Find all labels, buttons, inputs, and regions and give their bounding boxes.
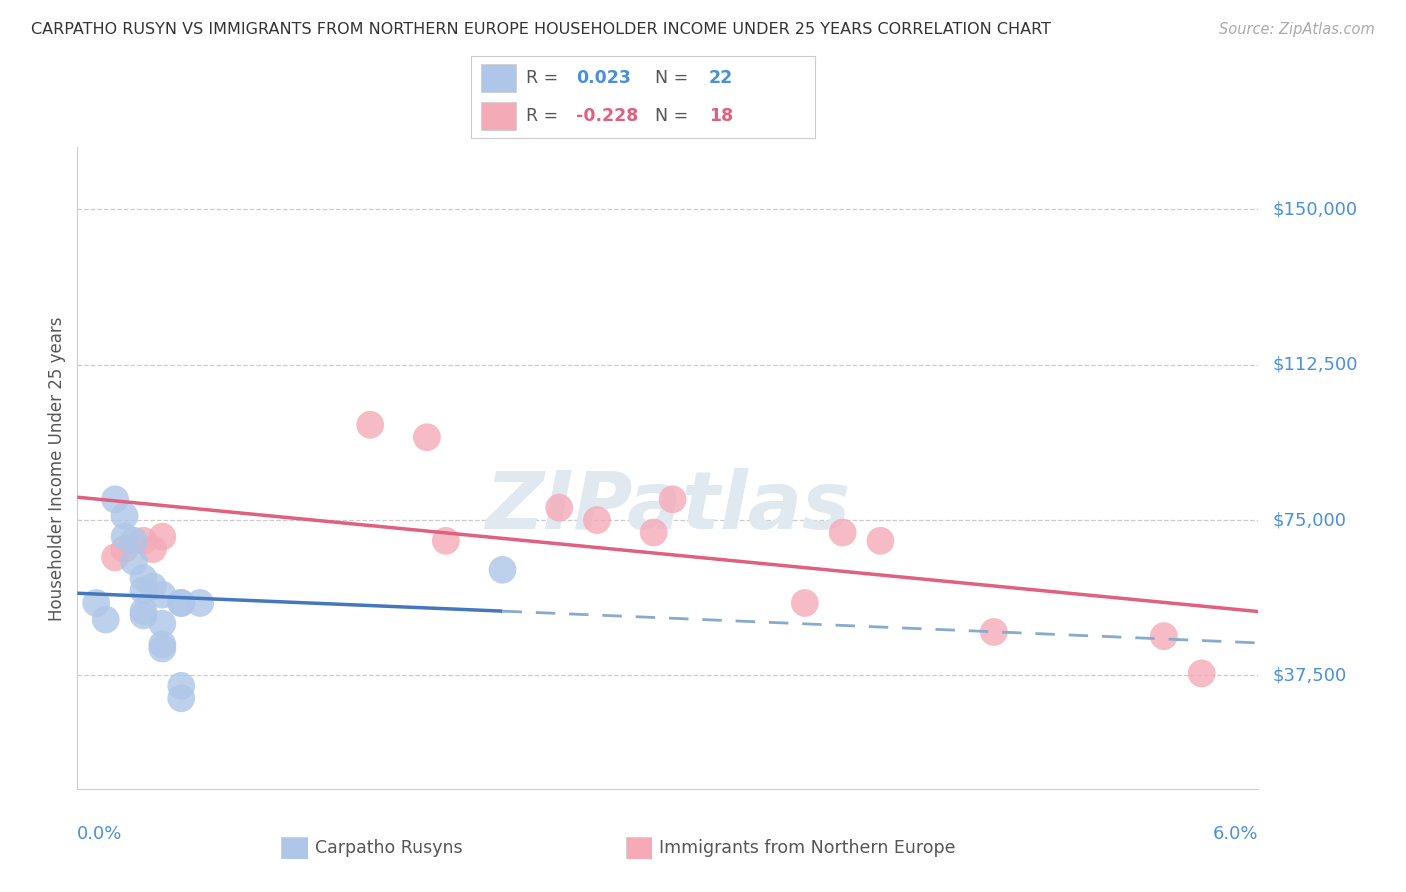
Point (122, 555, 145, 569)
Point (586, 513, 609, 527)
Point (188, 596, 211, 610)
Point (793, 596, 815, 610)
FancyBboxPatch shape (281, 837, 308, 859)
Text: $112,500: $112,500 (1272, 356, 1358, 374)
Point (831, 525, 853, 540)
Point (142, 542, 165, 557)
Point (114, 508, 136, 523)
Point (1153, 629, 1175, 643)
Text: Source: ZipAtlas.com: Source: ZipAtlas.com (1219, 22, 1375, 37)
Point (114, 530, 136, 544)
Point (170, 596, 193, 610)
Text: 18: 18 (709, 107, 733, 125)
Text: Immigrants from Northern Europe: Immigrants from Northern Europe (659, 838, 956, 857)
Point (548, 500, 571, 515)
Text: N =: N = (655, 70, 695, 87)
Point (150, 637, 173, 651)
FancyBboxPatch shape (626, 837, 652, 859)
Point (132, 608, 155, 623)
Text: -0.228: -0.228 (576, 107, 638, 125)
Point (104, 492, 127, 507)
Point (1191, 666, 1213, 681)
Text: $75,000: $75,000 (1272, 511, 1347, 529)
Point (132, 583, 155, 598)
Text: 0.023: 0.023 (576, 70, 631, 87)
Point (84, 596, 107, 610)
FancyBboxPatch shape (481, 64, 516, 92)
Point (132, 604, 155, 618)
Point (643, 525, 665, 540)
Text: 22: 22 (709, 70, 733, 87)
Point (114, 542, 136, 557)
Point (122, 533, 145, 548)
Text: $37,500: $37,500 (1272, 666, 1347, 684)
Point (94, 613, 117, 627)
Point (150, 530, 173, 544)
Point (491, 563, 513, 577)
Point (170, 691, 193, 706)
Point (359, 417, 381, 432)
Text: Carpatho Rusyns: Carpatho Rusyns (315, 838, 463, 857)
Text: ZIPatlas: ZIPatlas (485, 467, 851, 546)
Text: R =: R = (526, 70, 564, 87)
Text: N =: N = (655, 107, 695, 125)
Text: $150,000: $150,000 (1272, 201, 1357, 219)
Text: CARPATHO RUSYN VS IMMIGRANTS FROM NORTHERN EUROPE HOUSEHOLDER INCOME UNDER 25 YE: CARPATHO RUSYN VS IMMIGRANTS FROM NORTHE… (31, 22, 1050, 37)
Point (150, 616, 173, 631)
Point (104, 550, 127, 565)
Point (416, 430, 439, 444)
Point (132, 571, 155, 585)
Text: 0.0%: 0.0% (77, 825, 122, 843)
FancyBboxPatch shape (481, 103, 516, 130)
Point (150, 588, 173, 602)
Point (150, 641, 173, 656)
Point (983, 624, 1005, 639)
Point (170, 679, 193, 693)
Text: R =: R = (526, 107, 564, 125)
Point (869, 533, 891, 548)
Point (434, 533, 457, 548)
Point (132, 533, 155, 548)
Point (142, 579, 165, 593)
Y-axis label: Householder Income Under 25 years: Householder Income Under 25 years (48, 316, 66, 621)
Point (170, 596, 193, 610)
Text: 6.0%: 6.0% (1213, 825, 1258, 843)
Point (661, 492, 683, 507)
